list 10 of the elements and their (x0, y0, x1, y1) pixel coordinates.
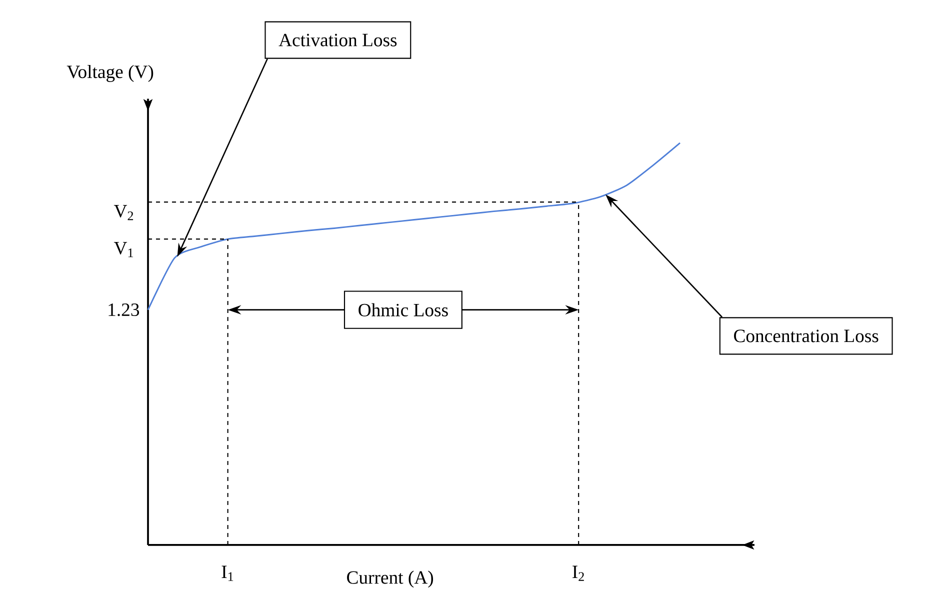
annotation: 1.23 (108, 304, 140, 316)
text: Concentration Loss (734, 330, 878, 342)
ref-line-label: V$_{2}$ (114, 205, 134, 220)
annotation: Ohmic Loss (358, 303, 448, 316)
ref-line-label: V$_{1}$ (114, 242, 133, 258)
text: I$_{1}$ (222, 566, 234, 581)
text: I$_{2}$ (572, 566, 584, 581)
x-axis-title: Current (A) (347, 570, 434, 588)
y-axis-title: Voltage (V) (66, 65, 154, 82)
text: Activation Loss (278, 34, 397, 46)
